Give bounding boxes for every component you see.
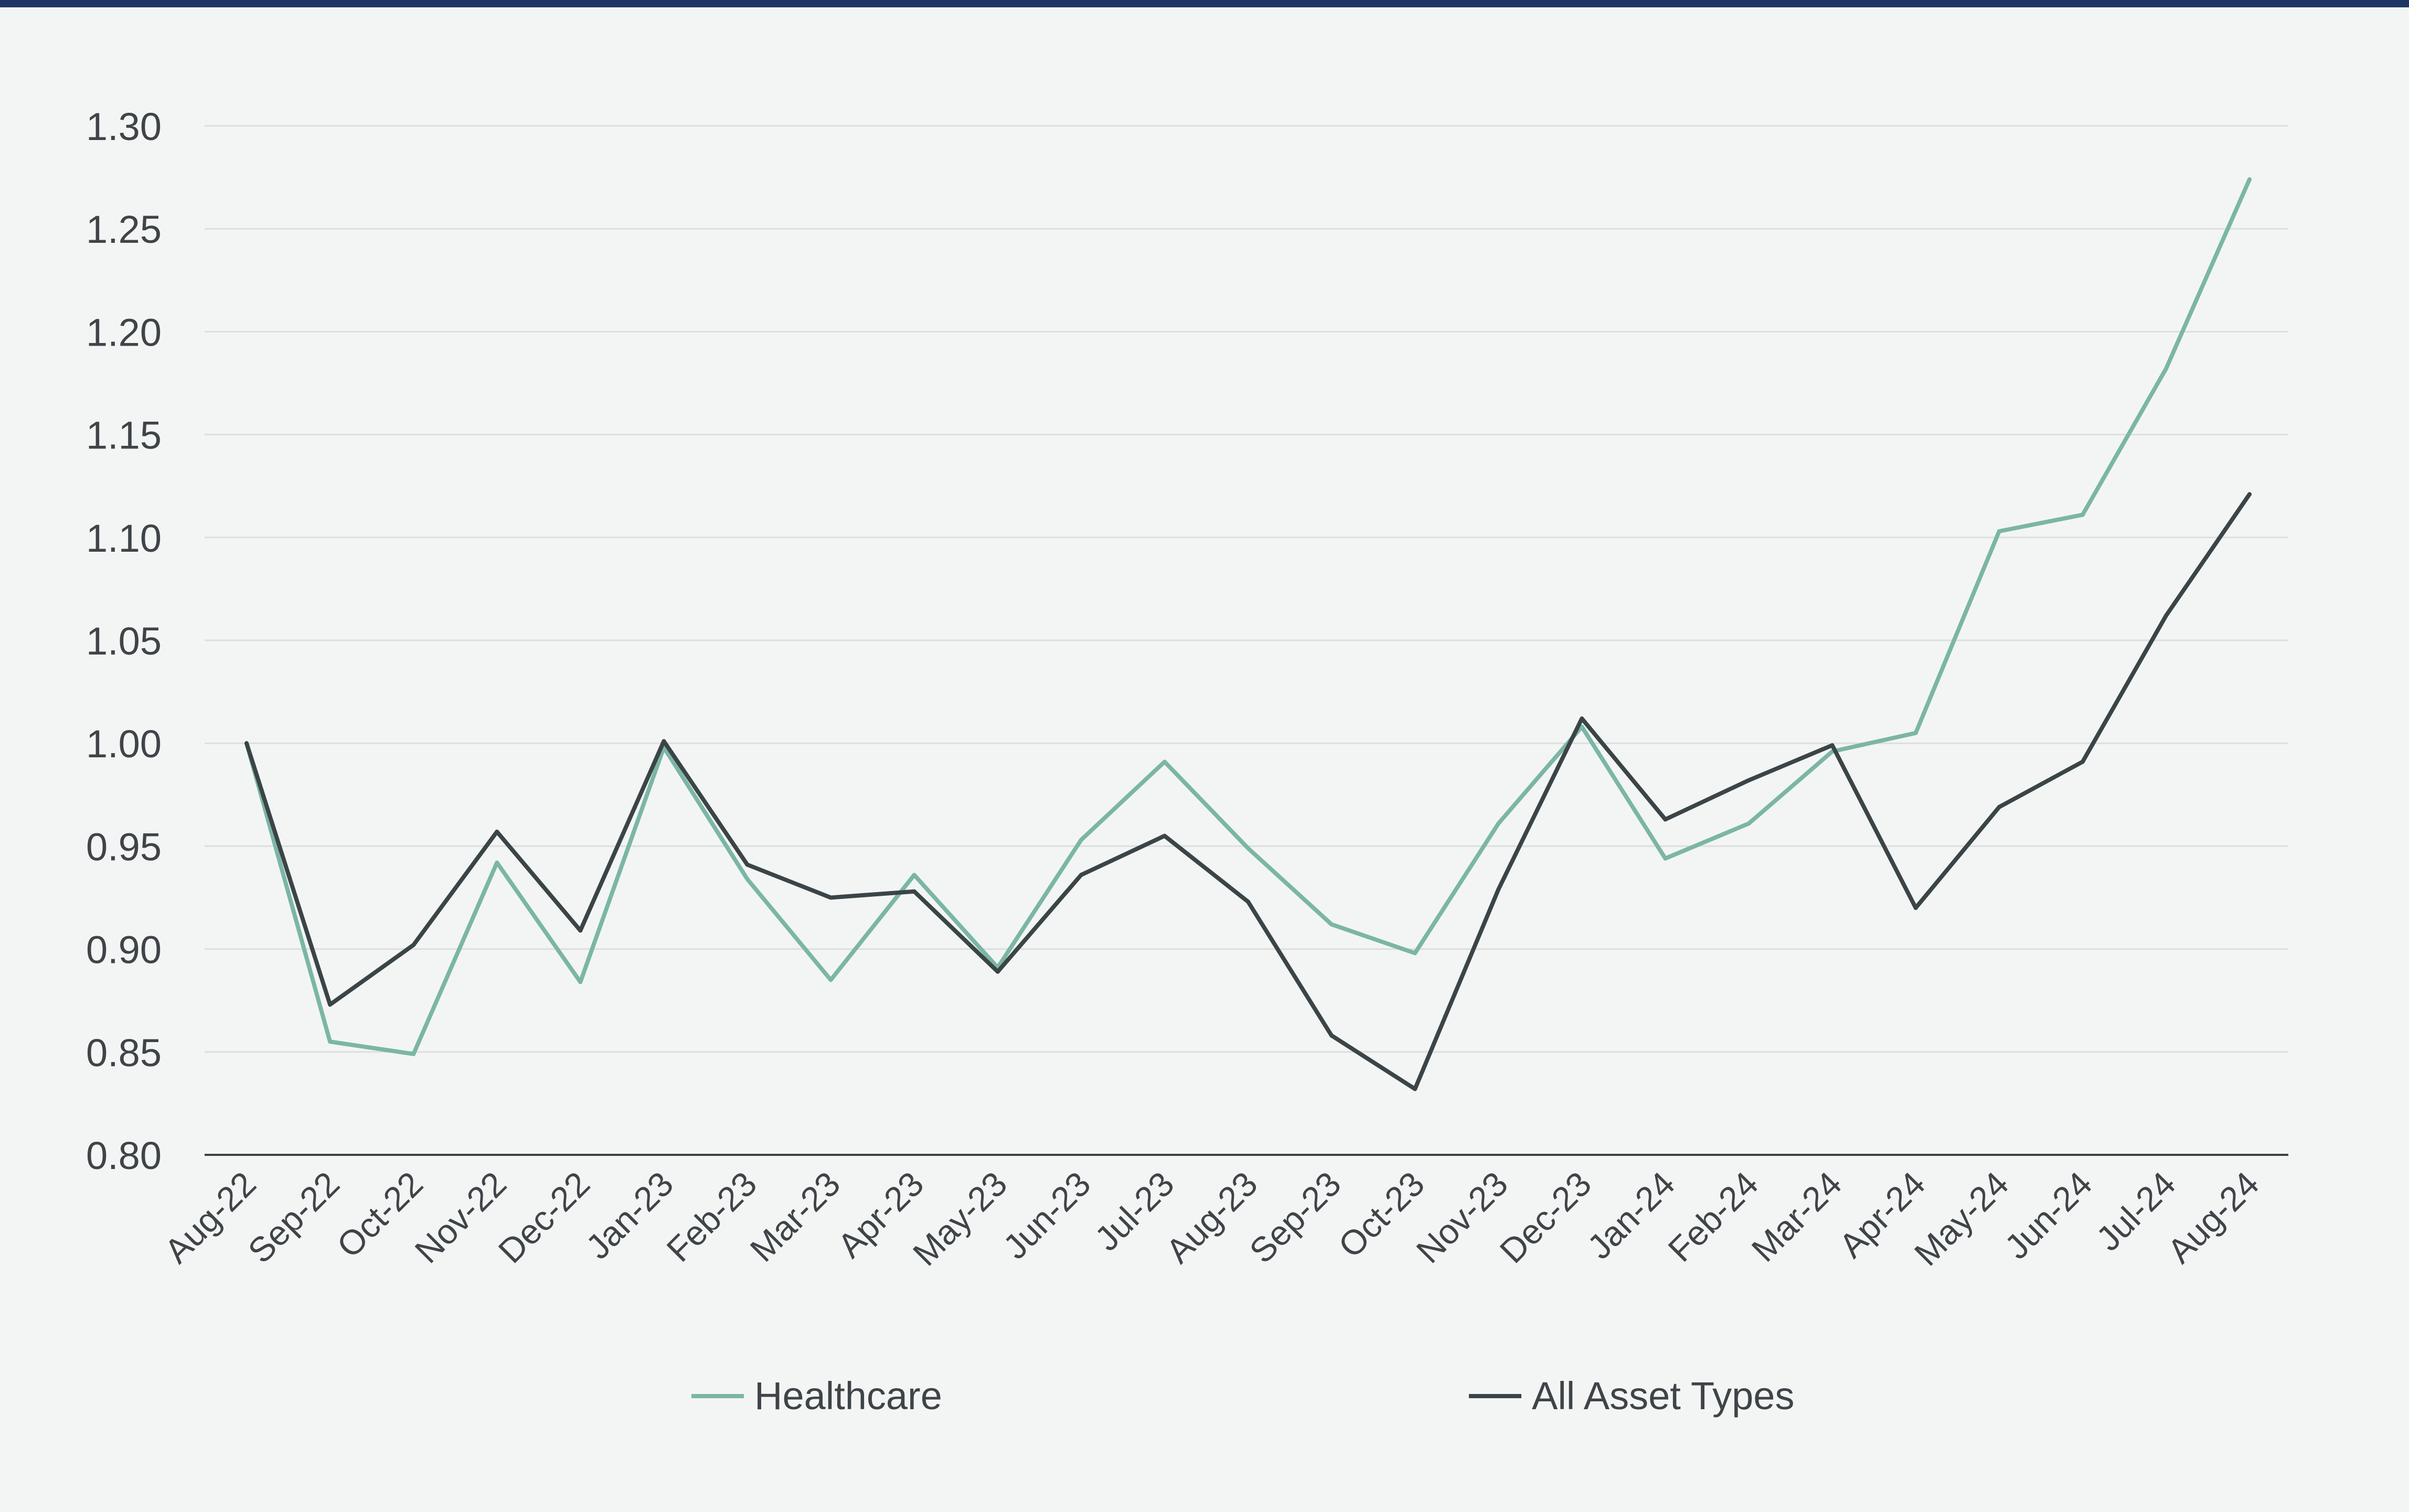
data-point [828,895,833,900]
data-point [411,942,416,947]
data-point [495,860,499,865]
data-point [2247,177,2252,182]
data-point [995,969,1000,974]
data-point [828,978,833,982]
data-point [1913,731,1918,735]
x-tick-label: Aug-24 [2160,1164,2266,1271]
data-point [578,980,583,984]
data-point [1913,906,1918,910]
y-tick-label: 1.25 [86,208,162,251]
data-point [2163,613,2168,618]
y-tick-label: 1.00 [86,722,162,766]
x-tick-label: Dec-22 [491,1164,597,1271]
data-point [1246,846,1250,851]
data-point [1413,951,1417,956]
x-tick-label: Feb-24 [1660,1164,1765,1269]
data-point [912,873,916,877]
data-point [1079,873,1083,877]
data-point [2080,759,2085,764]
data-point [745,862,750,867]
y-tick-label: 0.80 [86,1134,162,1177]
data-point [1663,856,1668,861]
y-tick-label: 1.05 [86,619,162,663]
y-tick-label: 0.85 [86,1031,162,1075]
data-point [411,1052,416,1056]
data-point [2247,492,2252,497]
legend-label: Healthcare [754,1374,942,1418]
data-point [2080,512,2085,517]
data-point [244,741,249,746]
x-tick-label: Jan-23 [578,1164,680,1267]
data-point [578,928,583,933]
data-point [1246,899,1250,904]
series-all-asset-types [244,492,2252,1091]
x-tick-label: Jun-23 [996,1164,1098,1267]
data-point [1663,817,1668,822]
x-tick-label: Sep-23 [1242,1164,1348,1271]
x-tick-label: Dec-23 [1492,1164,1598,1271]
x-tick-label: Nov-23 [1409,1164,1515,1271]
data-point [1413,1087,1417,1091]
x-tick-label: Aug-23 [1158,1164,1265,1271]
x-tick-label: Mar-23 [742,1164,847,1269]
data-point [1746,821,1751,826]
x-tick-label: Mar-24 [1744,1164,1849,1269]
series-line [244,492,2252,1091]
data-point [328,1002,333,1007]
y-axis-tick-labels: 0.80 0.85 0.90 0.95 1.00 1.05 1.10 1.15 1.20 1.25… [86,105,162,1177]
gridlines [205,125,2288,1053]
data-point [2163,367,2168,371]
data-point [745,877,750,882]
x-tick-label: Nov-22 [407,1164,514,1271]
top-accent-bar [0,0,2409,7]
x-tick-label: Sep-22 [240,1164,347,1271]
data-point [1830,743,1835,748]
legend-label: All Asset Types [1532,1374,1794,1418]
data-point [1496,887,1501,892]
series-healthcare [244,177,2252,1056]
series-lines [244,177,2252,1091]
data-point [1997,805,2001,809]
y-tick-label: 1.30 [86,105,162,148]
data-point [328,1039,333,1044]
data-point [1746,778,1751,782]
x-tick-label: May-23 [905,1164,1015,1273]
x-tick-label: Jun-24 [1997,1164,2099,1267]
x-tick-label: Jan-24 [1580,1164,1682,1267]
y-tick-label: 0.95 [86,825,162,868]
y-tick-label: 1.15 [86,414,162,457]
data-point [1496,821,1501,826]
data-point [1162,759,1167,764]
data-point [1580,716,1584,721]
y-tick-label: 1.20 [86,310,162,354]
legend: Healthcare All Asset Types [691,1374,1794,1418]
x-tick-label: Aug-22 [157,1164,263,1271]
data-point [1162,833,1167,838]
y-tick-label: 0.90 [86,928,162,972]
y-tick-label: 1.10 [86,517,162,560]
data-point [495,829,499,834]
data-point [1329,1033,1334,1038]
data-point [1079,838,1083,842]
data-point [1329,922,1334,927]
series-line [244,177,2252,1056]
data-point [1580,724,1584,729]
data-point [662,739,666,744]
x-tick-label: Feb-23 [659,1164,764,1269]
data-point [912,889,916,894]
x-axis-tick-labels: Aug-22Sep-22Oct-22Nov-22Dec-22Jan-23Feb-… [157,1164,2266,1273]
x-tick-label: May-24 [1907,1164,2016,1273]
data-point [1997,529,2001,534]
